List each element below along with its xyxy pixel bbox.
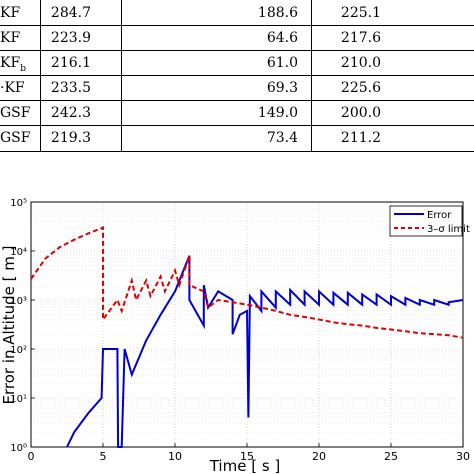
y-tick-label: 10¹ [10, 394, 27, 405]
legend-label-limit: 3–σ limit [427, 224, 470, 235]
row-label: KF [0, 30, 21, 46]
table-row: KF 223.9 64.6 217.6 [0, 25, 474, 52]
legend-box [389, 205, 463, 237]
row-label: ·KF [0, 80, 25, 96]
row-divider [0, 50, 474, 51]
y-tick-label: 10⁰ [10, 443, 27, 454]
cell-value: 216.1 [50, 55, 91, 71]
x-tick-label: 0 [28, 450, 35, 463]
row-label: GSF [0, 105, 31, 121]
column-divider [121, 0, 122, 152]
series-line-error [66, 255, 464, 448]
cell-value: 200.0 [340, 105, 381, 121]
cell-value: 225.1 [340, 5, 381, 21]
table-row: GSF 242.3 149.0 200.0 [0, 100, 474, 127]
row-label: GSF [0, 130, 31, 146]
row-divider [0, 125, 474, 126]
table-row: ·KF 233.5 69.3 225.6 [0, 75, 474, 102]
cell-value: 188.6 [257, 5, 298, 21]
altitude-error-chart: 0 5 10 15 20 25 30 10⁰ 10¹ 10² 10³ 10⁴ 10⁵ Time [ s … [0, 198, 470, 474]
y-axis-label: Error in Altitude [ m ] [0, 245, 18, 404]
row-label: KFb [0, 55, 26, 74]
cell-value: 242.3 [50, 105, 91, 121]
legend: Error 3–σ limit [389, 205, 470, 237]
table-row: KF 284.7 188.6 225.1 [0, 0, 474, 27]
column-divider [311, 0, 312, 152]
x-tick-label: 25 [384, 450, 398, 463]
cell-value: 149.0 [257, 105, 298, 121]
table-row: GSF 219.3 73.4 211.2 [0, 125, 474, 152]
column-divider [40, 0, 41, 152]
y-tick-label: 10⁴ [10, 247, 27, 258]
y-tick-label: 10⁵ [10, 198, 27, 209]
x-tick-label: 30 [456, 450, 470, 463]
cell-value: 210.0 [340, 55, 381, 71]
x-tick-label: 15 [240, 450, 254, 463]
cell-value: 64.6 [266, 30, 298, 46]
y-tick-label: 10³ [10, 296, 27, 307]
cell-value: 219.3 [50, 130, 91, 146]
table-row: KFb 216.1 61.0 210.0 [0, 50, 474, 77]
cell-value: 211.2 [340, 130, 381, 146]
row-divider [0, 100, 474, 101]
cell-value: 217.6 [340, 30, 381, 46]
row-divider [0, 25, 474, 26]
cell-value: 223.9 [50, 30, 91, 46]
cell-value: 233.5 [50, 80, 91, 96]
x-tick-label: 10 [168, 450, 182, 463]
row-divider [0, 151, 474, 152]
x-tick-label: 5 [100, 450, 107, 463]
cell-value: 61.0 [266, 55, 298, 71]
y-tick-label: 10² [10, 345, 27, 356]
results-table: KF 284.7 188.6 225.1 KF 223.9 64.6 217.6… [0, 0, 474, 152]
x-axis-label: Time [ s ] [209, 457, 281, 474]
cell-value: 73.4 [266, 130, 298, 146]
cell-value: 69.3 [266, 80, 298, 96]
cell-value: 284.7 [50, 5, 91, 21]
row-label: KF [0, 5, 21, 21]
cell-value: 225.6 [340, 80, 381, 96]
row-divider [0, 75, 474, 76]
x-tick-label: 20 [312, 450, 326, 463]
legend-label-error: Error [427, 210, 452, 221]
